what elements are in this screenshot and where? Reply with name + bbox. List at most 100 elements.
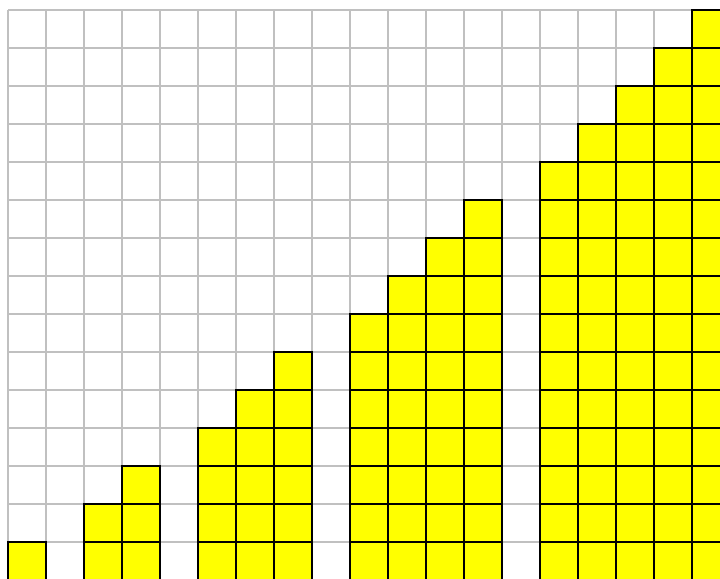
filled-cell xyxy=(121,465,161,505)
filled-cell xyxy=(691,389,720,429)
filled-cell xyxy=(197,465,237,505)
filled-cell xyxy=(577,199,617,239)
filled-cell xyxy=(653,541,693,579)
filled-cell xyxy=(615,161,655,201)
filled-cell xyxy=(463,313,503,353)
filled-cell xyxy=(349,351,389,391)
filled-cell xyxy=(387,275,427,315)
filled-cell xyxy=(273,541,313,579)
filled-cell xyxy=(349,389,389,429)
filled-cell xyxy=(425,313,465,353)
filled-cell xyxy=(539,503,579,543)
filled-cell xyxy=(615,313,655,353)
filled-cell xyxy=(615,351,655,391)
filled-cells xyxy=(7,9,720,579)
filled-cell xyxy=(463,275,503,315)
filled-cell xyxy=(387,351,427,391)
filled-cell xyxy=(653,351,693,391)
filled-cell xyxy=(615,123,655,163)
filled-cell xyxy=(235,465,275,505)
filled-cell xyxy=(653,389,693,429)
filled-cell xyxy=(7,541,47,579)
filled-cell xyxy=(387,313,427,353)
filled-cell xyxy=(539,313,579,353)
staircase-5 xyxy=(539,9,720,579)
filled-cell xyxy=(463,237,503,277)
filled-cell xyxy=(83,503,123,543)
filled-cell xyxy=(425,503,465,543)
filled-cell xyxy=(653,275,693,315)
filled-cell xyxy=(539,541,579,579)
filled-cell xyxy=(273,427,313,467)
filled-cell xyxy=(691,47,720,87)
filled-cell xyxy=(425,427,465,467)
filled-cell xyxy=(387,389,427,429)
staircase-3 xyxy=(197,351,313,579)
filled-cell xyxy=(463,541,503,579)
filled-cell xyxy=(273,465,313,505)
filled-cell xyxy=(691,275,720,315)
filled-cell xyxy=(691,541,720,579)
filled-cell xyxy=(463,427,503,467)
filled-cell xyxy=(539,465,579,505)
filled-cell xyxy=(577,161,617,201)
filled-cell xyxy=(653,161,693,201)
filled-cell xyxy=(349,541,389,579)
staircase-1 xyxy=(7,541,47,579)
filled-cell xyxy=(653,465,693,505)
filled-cell xyxy=(653,199,693,239)
filled-cell xyxy=(387,465,427,505)
filled-cell xyxy=(273,503,313,543)
filled-cell xyxy=(691,199,720,239)
filled-cell xyxy=(577,275,617,315)
staircase-4 xyxy=(349,199,503,579)
filled-cell xyxy=(539,427,579,467)
filled-cell xyxy=(615,199,655,239)
filled-cell xyxy=(539,199,579,239)
filled-cell xyxy=(653,123,693,163)
filled-cell xyxy=(577,351,617,391)
filled-cell xyxy=(653,503,693,543)
filled-cell xyxy=(349,427,389,467)
filled-cell xyxy=(539,161,579,201)
filled-cell xyxy=(577,427,617,467)
filled-cell xyxy=(197,503,237,543)
filled-cell xyxy=(349,465,389,505)
filled-cell xyxy=(691,237,720,277)
filled-cell xyxy=(121,503,161,543)
filled-cell xyxy=(653,47,693,87)
filled-cell xyxy=(653,313,693,353)
filled-cell xyxy=(463,351,503,391)
filled-cell xyxy=(387,427,427,467)
filled-cell xyxy=(691,503,720,543)
filled-cell xyxy=(387,541,427,579)
filled-cell xyxy=(615,541,655,579)
filled-cell xyxy=(691,161,720,201)
filled-cell xyxy=(615,85,655,125)
filled-cell xyxy=(691,85,720,125)
filled-cell xyxy=(197,541,237,579)
filled-cell xyxy=(615,503,655,543)
filled-cell xyxy=(577,123,617,163)
filled-cell xyxy=(425,389,465,429)
filled-cell xyxy=(463,503,503,543)
filled-cell xyxy=(235,389,275,429)
filled-cell xyxy=(653,85,693,125)
filled-cell xyxy=(577,503,617,543)
filled-cell xyxy=(235,541,275,579)
filled-cell xyxy=(387,503,427,543)
filled-cell xyxy=(577,237,617,277)
filled-cell xyxy=(539,237,579,277)
filled-cell xyxy=(349,503,389,543)
filled-cell xyxy=(197,427,237,467)
filled-cell xyxy=(425,237,465,277)
filled-cell xyxy=(691,351,720,391)
filled-cell xyxy=(615,237,655,277)
filled-cell xyxy=(615,389,655,429)
filled-cell xyxy=(463,389,503,429)
filled-cell xyxy=(691,465,720,505)
filled-cell xyxy=(691,313,720,353)
filled-cell xyxy=(691,9,720,49)
filled-cell xyxy=(539,389,579,429)
